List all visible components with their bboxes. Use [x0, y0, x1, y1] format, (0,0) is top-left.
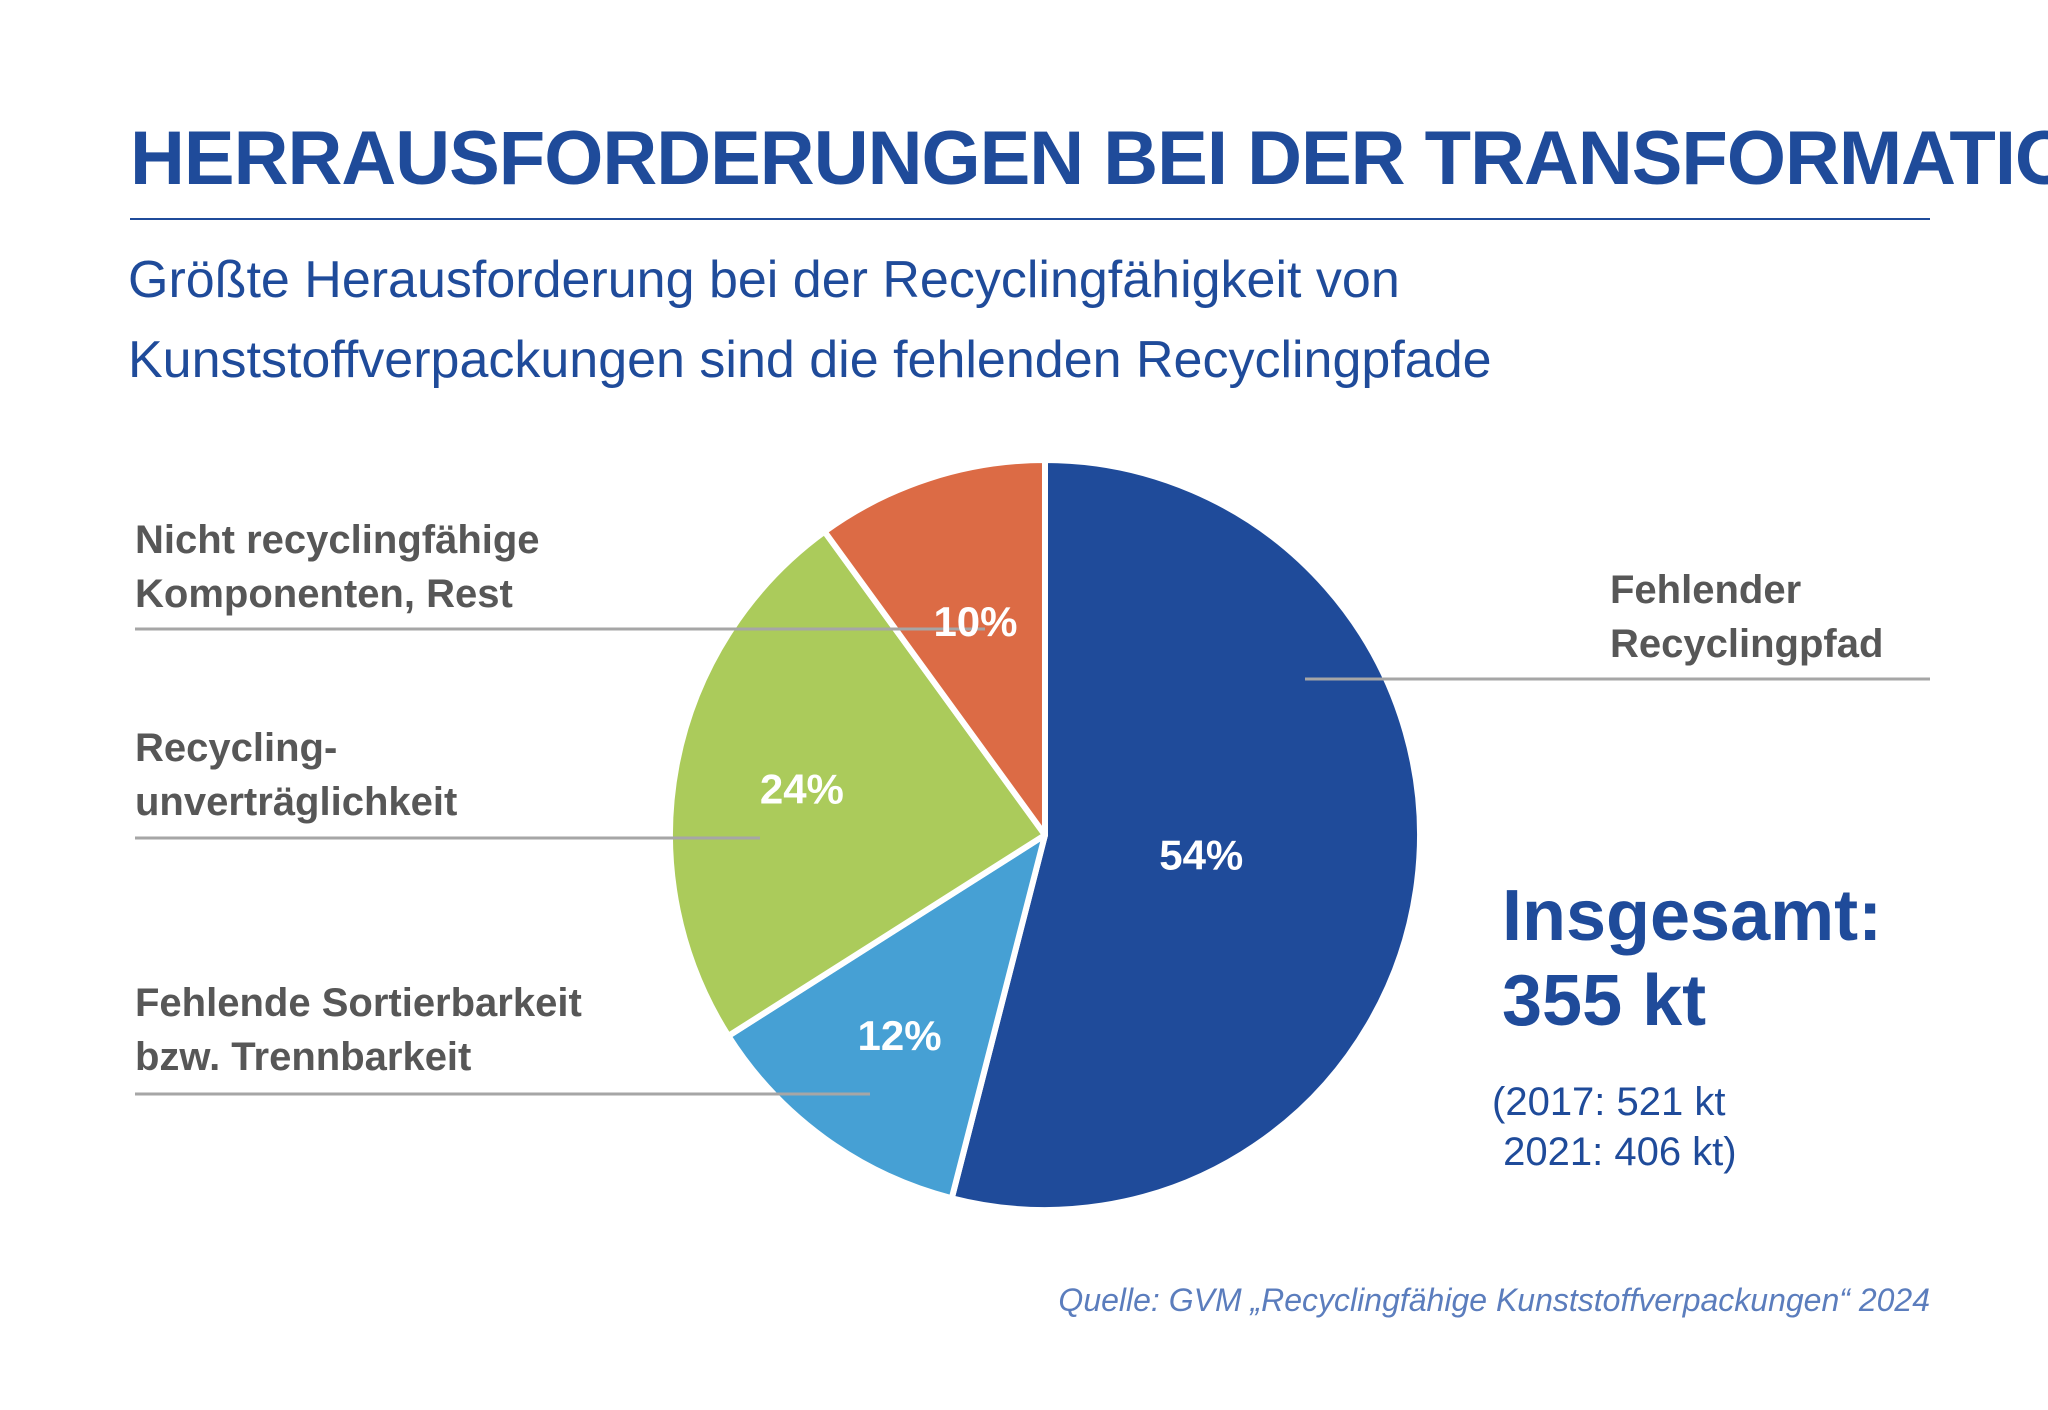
- legend-label-unvertraeglichkeit-line2: unverträglichkeit: [135, 780, 458, 824]
- legend-label-recyclingpfad-line1: Fehlender: [1610, 568, 1802, 612]
- pie-value-label-recyclingunvertraeglichkeit: 24%: [760, 766, 844, 813]
- legend-label-sortierbarkeit-line1: Fehlende Sortierbarkeit: [135, 981, 582, 1025]
- title-divider: [130, 218, 1930, 220]
- legend-label-unvertraeglichkeit-line1: Recycling-: [135, 726, 338, 770]
- source-note: Quelle: GVM „Recyclingfähige Kunststoffv…: [1058, 1282, 1930, 1318]
- legend-label-sortierbarkeit-line2: bzw. Trennbarkeit: [135, 1035, 472, 1079]
- history-2017: (2017: 521 kt: [1492, 1080, 1726, 1124]
- legend-label-sortierbarkeit: Fehlende Sortierbarkeit bzw. Trennbarkei…: [135, 976, 582, 1084]
- legend-label-unvertraeglichkeit: Recycling- unverträglichkeit: [135, 721, 457, 829]
- pie-value-label-fehlende-sortierbarkeit: 12%: [857, 1012, 941, 1059]
- subtitle-line-1: Größte Herausforderung bei der Recycling…: [128, 251, 1400, 309]
- total-label: Insgesamt:: [1502, 876, 1883, 956]
- slice-fehlende-sortierbarkeit: [725, 832, 1048, 1202]
- pie-value-label-fehlender-recyclingpfad: 54%: [1159, 832, 1243, 879]
- slice-recyclingunvertraeglichkeit: [667, 528, 1048, 1039]
- page-title: HERRAUSFORDERUNGEN BEI DER TRANSFORMATIO…: [130, 116, 2048, 201]
- total-value: 355 kt: [1502, 961, 1707, 1041]
- slice-nicht-recyclingfaehig: [821, 457, 1048, 838]
- legend-label-recyclingpfad: Fehlender Recyclingpfad: [1610, 563, 1883, 671]
- legend-label-komponenten: Nicht recyclingfähige Komponenten, Rest: [135, 513, 540, 621]
- subtitle-line-2: Kunststoffverpackungen sind die fehlende…: [128, 331, 1492, 389]
- history-2021: 2021: 406 kt): [1492, 1130, 1737, 1174]
- legend-label-komponenten-line2: Komponenten, Rest: [135, 572, 513, 616]
- pie-value-label-nicht-recyclingfaehig: 10%: [933, 598, 1017, 645]
- slice-fehlender-recyclingpfad: [948, 457, 1423, 1213]
- legend-label-komponenten-line1: Nicht recyclingfähige: [135, 518, 540, 562]
- legend-label-recyclingpfad-line2: Recyclingpfad: [1610, 622, 1884, 666]
